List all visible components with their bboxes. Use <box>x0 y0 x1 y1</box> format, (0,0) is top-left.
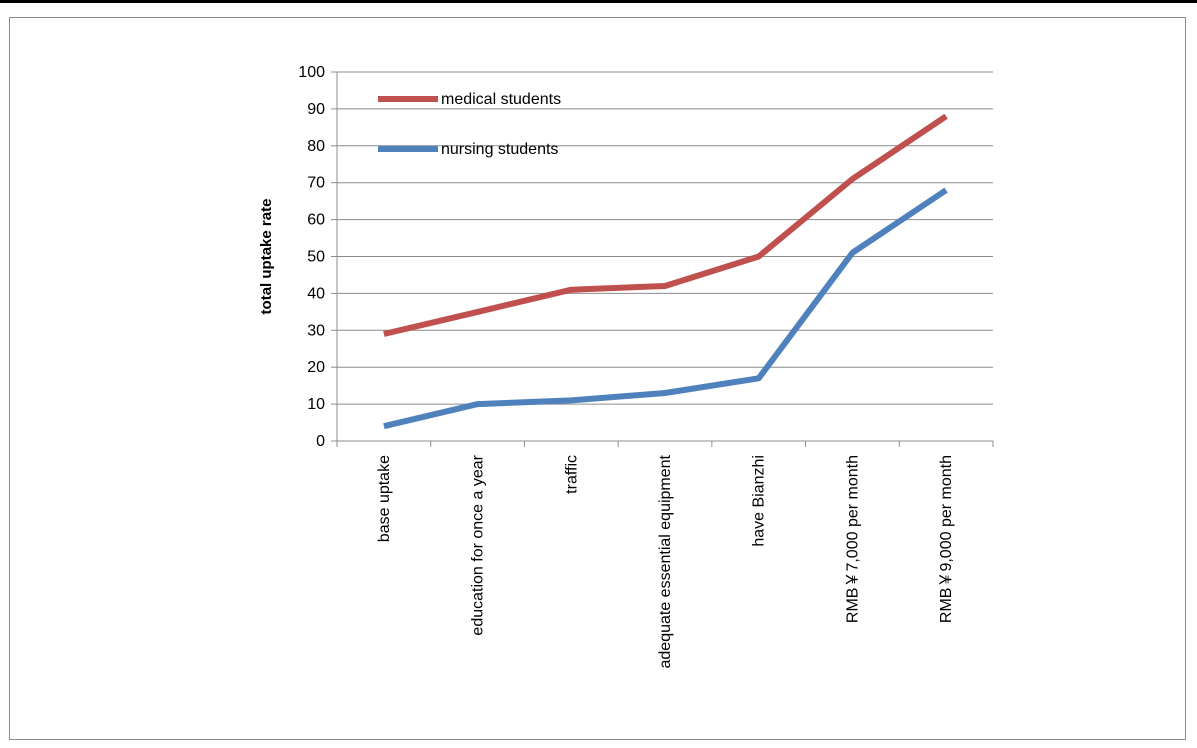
y-tick-label: 60 <box>307 212 325 229</box>
y-axis-title: total uptake rate <box>258 199 275 315</box>
x-tick-label: RMB￥7,000 per month <box>844 455 861 623</box>
y-tick-label: 50 <box>307 249 325 266</box>
top-rule <box>0 0 1197 3</box>
y-tick-label: 90 <box>307 101 325 118</box>
x-tick-label: have Bianzhi <box>751 455 768 547</box>
legend-label: nursing students <box>441 141 558 158</box>
y-tick-label: 70 <box>307 175 325 192</box>
x-tick-label: base uptake <box>376 455 393 542</box>
y-tick-label: 20 <box>307 359 325 376</box>
legend-label: medical students <box>441 91 561 108</box>
y-tick-label: 10 <box>307 396 325 413</box>
series-line-nursing <box>383 187 948 430</box>
x-tick-label: adequate essential equipment <box>657 454 674 668</box>
series-line-medical <box>383 113 948 337</box>
x-tick-label: RMB￥9,000 per month <box>938 455 955 623</box>
y-tick-label: 30 <box>307 322 325 339</box>
y-tick-label: 40 <box>307 285 325 302</box>
y-tick-label: 0 <box>316 433 325 450</box>
y-tick-label: 80 <box>307 138 325 155</box>
y-tick-label: 100 <box>298 64 325 81</box>
x-tick-label: education for once a year <box>470 454 487 635</box>
chart-frame <box>9 17 1186 740</box>
x-tick-label: traffic <box>563 455 580 494</box>
